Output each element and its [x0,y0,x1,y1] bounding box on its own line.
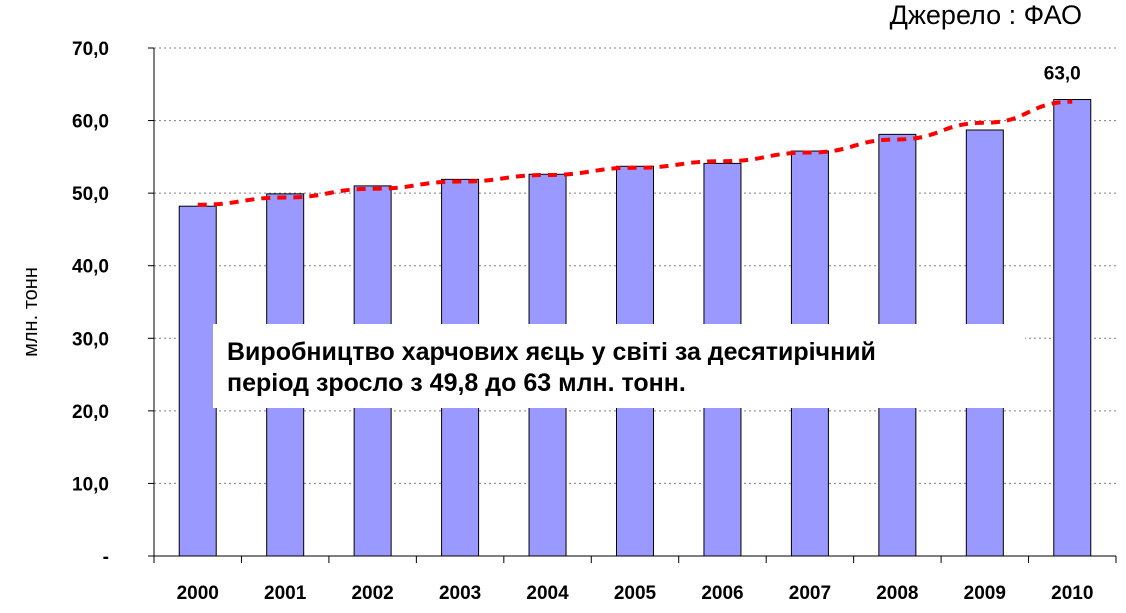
y-tick-label: - [103,547,109,568]
bar [178,205,217,557]
axes [148,47,1117,563]
x-tick-labels: 2000 2001 2002 2003 2004 2005 2006 2007 2008 2009… [177,583,1094,604]
y-tick-label: 20,0 [72,402,109,423]
x-tick-label: 2010 [1051,583,1093,604]
source-label: Джерело : ФАО [889,0,1082,30]
data-label: 63,0 [1044,64,1081,85]
x-tick-label: 2009 [964,583,1006,604]
y-tick-label: 40,0 [72,257,109,278]
x-tick-label: 2005 [614,583,657,604]
x-tick-label: 2004 [526,583,569,604]
y-tick-label: 70,0 [72,39,109,60]
bar [1053,99,1092,557]
x-tick-label: 2000 [177,583,219,604]
x-tick-label: 2008 [876,583,918,604]
y-tick-labels: - 10,0 20,0 30,0 40,0 50,0 60,0 70,0 [72,39,109,568]
annotation-box: Виробництво харчових яєць у світі за дес… [213,324,1025,408]
trend-line [197,99,1073,207]
x-tick-label: 2007 [789,583,831,604]
y-tick-label: 30,0 [72,329,109,350]
x-tick-label: 2001 [264,583,307,604]
x-tick-label: 2006 [701,583,743,604]
data-labels: 63,0 [1044,64,1081,85]
y-tick-label: 50,0 [72,184,109,205]
y-axis-label: млн. тонн [20,267,42,357]
annotation-line-1: Виробництво харчових яєць у світі за дес… [227,338,876,366]
x-tick-label: 2003 [439,583,481,604]
y-tick-label: 10,0 [72,474,109,495]
y-tick-label: 60,0 [72,112,109,133]
x-tick-label: 2002 [351,583,393,604]
annotation-line-2: період зросло з 49,8 до 63 млн. тонн. [227,369,686,397]
